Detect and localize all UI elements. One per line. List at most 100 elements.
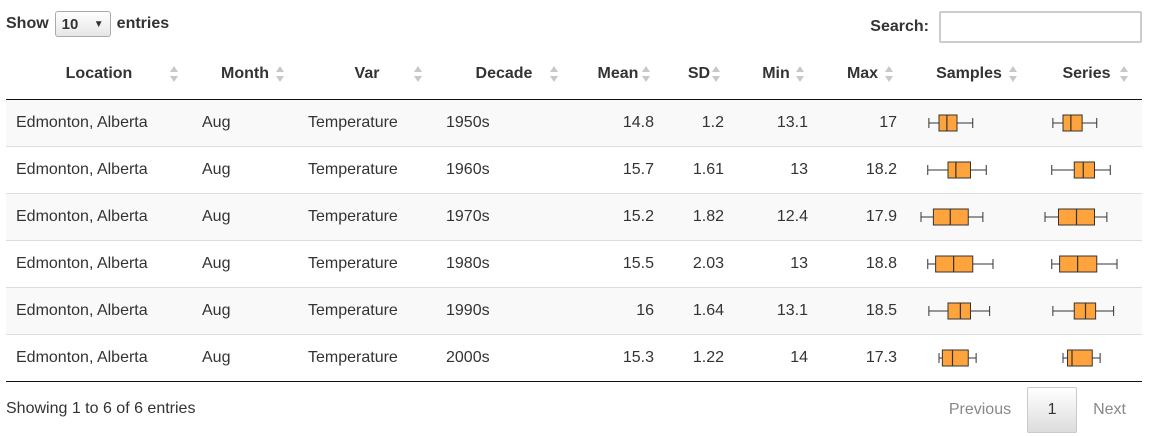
- previous-page-button[interactable]: Previous: [948, 401, 1012, 418]
- cell-series: [1031, 286, 1142, 334]
- samples-boxplot: [938, 349, 977, 366]
- cell-samples: [907, 192, 1031, 240]
- cell-location: Edmonton, Alberta: [6, 145, 192, 193]
- column-header-label: Var: [354, 65, 380, 83]
- cell-var: Temperature: [298, 99, 436, 146]
- sort-icon: [550, 66, 558, 82]
- series-boxplot: [1062, 349, 1101, 366]
- cell-var: Temperature: [298, 333, 436, 382]
- cell-decade: 1950s: [436, 99, 572, 146]
- samples-boxplot: [928, 302, 991, 319]
- cell-month: Aug: [192, 145, 298, 193]
- cell-location: Edmonton, Alberta: [6, 192, 192, 240]
- cell-series: [1031, 145, 1142, 193]
- cell-location: Edmonton, Alberta: [6, 286, 192, 334]
- boxplot-box: [941, 349, 969, 366]
- cell-sd: 1.22: [664, 333, 734, 382]
- cell-decade: 1980s: [436, 239, 572, 287]
- cell-var: Temperature: [298, 145, 436, 193]
- cell-min: 13.1: [734, 99, 818, 146]
- table-controls: Show 10 ▼ entries Search:: [6, 11, 1142, 45]
- cell-decade: 1990s: [436, 286, 572, 334]
- show-label: Show: [6, 15, 49, 32]
- sort-icon: [642, 66, 650, 82]
- cell-min: 13: [734, 145, 818, 193]
- page-length-value: 10: [61, 15, 79, 33]
- series-boxplot: [1052, 114, 1098, 131]
- data-table: Location Month Var Decade Mean SD Min Ma…: [6, 50, 1142, 382]
- column-header-min[interactable]: Min: [734, 50, 818, 100]
- cell-samples: [907, 333, 1031, 382]
- column-header-mean[interactable]: Mean: [572, 50, 664, 100]
- cell-decade: 2000s: [436, 333, 572, 382]
- search-input[interactable]: [939, 11, 1142, 43]
- cell-sd: 1.82: [664, 192, 734, 240]
- cell-max: 18.8: [818, 239, 907, 287]
- column-header-location[interactable]: Location: [6, 50, 192, 100]
- cell-series: [1031, 333, 1142, 382]
- column-header-decade[interactable]: Decade: [436, 50, 572, 100]
- cell-mean: 15.5: [572, 239, 664, 287]
- sort-icon: [1009, 66, 1017, 82]
- cell-location: Edmonton, Alberta: [6, 239, 192, 287]
- cell-max: 17.3: [818, 333, 907, 382]
- column-header-label: Month: [221, 65, 269, 83]
- table-info: Showing 1 to 6 of 6 entries: [6, 400, 196, 417]
- column-header-month[interactable]: Month: [192, 50, 298, 100]
- cell-sd: 1.64: [664, 286, 734, 334]
- column-header-sd[interactable]: SD: [664, 50, 734, 100]
- page-length-control: Show 10 ▼ entries: [6, 11, 169, 37]
- boxplot-box: [947, 302, 971, 319]
- cell-mean: 15.3: [572, 333, 664, 382]
- column-header-label: Location: [65, 65, 133, 83]
- cell-max: 18.2: [818, 145, 907, 193]
- column-header-var[interactable]: Var: [298, 50, 436, 100]
- pagination: Previous 1 Next: [933, 387, 1142, 433]
- table-row: Edmonton, Alberta Aug Temperature 1960s …: [6, 145, 1142, 193]
- cell-samples: [907, 239, 1031, 287]
- sort-icon: [1120, 66, 1128, 82]
- cell-month: Aug: [192, 192, 298, 240]
- samples-boxplot: [920, 208, 984, 225]
- samples-boxplot: [928, 114, 974, 131]
- page-1-button[interactable]: 1: [1027, 387, 1078, 433]
- cell-location: Edmonton, Alberta: [6, 99, 192, 146]
- cell-sd: 1.61: [664, 145, 734, 193]
- column-header-samples[interactable]: Samples: [907, 50, 1031, 100]
- boxplot-box: [947, 161, 971, 178]
- cell-min: 12.4: [734, 192, 818, 240]
- table-row: Edmonton, Alberta Aug Temperature 1970s …: [6, 192, 1142, 240]
- cell-mean: 16: [572, 286, 664, 334]
- column-header-series[interactable]: Series: [1031, 50, 1142, 100]
- cell-month: Aug: [192, 99, 298, 146]
- sort-icon: [796, 66, 804, 82]
- cell-samples: [907, 286, 1031, 334]
- page-length-select[interactable]: 10 ▼: [54, 11, 111, 37]
- boxplot-box: [1062, 114, 1083, 131]
- cell-month: Aug: [192, 333, 298, 382]
- column-header-label: Series: [1062, 65, 1111, 83]
- cell-month: Aug: [192, 239, 298, 287]
- series-boxplot: [1051, 255, 1118, 272]
- cell-series: [1031, 239, 1142, 287]
- cell-mean: 14.8: [572, 99, 664, 146]
- cell-max: 17: [818, 99, 907, 146]
- cell-var: Temperature: [298, 239, 436, 287]
- boxplot-box: [1067, 349, 1093, 366]
- cell-location: Edmonton, Alberta: [6, 333, 192, 382]
- boxplot-box: [938, 114, 958, 131]
- sort-icon: [414, 66, 422, 82]
- search-control: Search:: [870, 11, 1142, 43]
- cell-max: 17.9: [818, 192, 907, 240]
- column-header-label: Samples: [936, 65, 1002, 83]
- column-header-label: Mean: [597, 65, 639, 83]
- table-row: Edmonton, Alberta Aug Temperature 1950s …: [6, 99, 1142, 146]
- next-page-button[interactable]: Next: [1093, 401, 1126, 418]
- column-header-label: SD: [687, 65, 711, 83]
- cell-series: [1031, 192, 1142, 240]
- column-header-max[interactable]: Max: [818, 50, 907, 100]
- series-boxplot: [1052, 302, 1115, 319]
- cell-series: [1031, 99, 1142, 146]
- samples-boxplot: [927, 255, 994, 272]
- series-boxplot: [1044, 208, 1108, 225]
